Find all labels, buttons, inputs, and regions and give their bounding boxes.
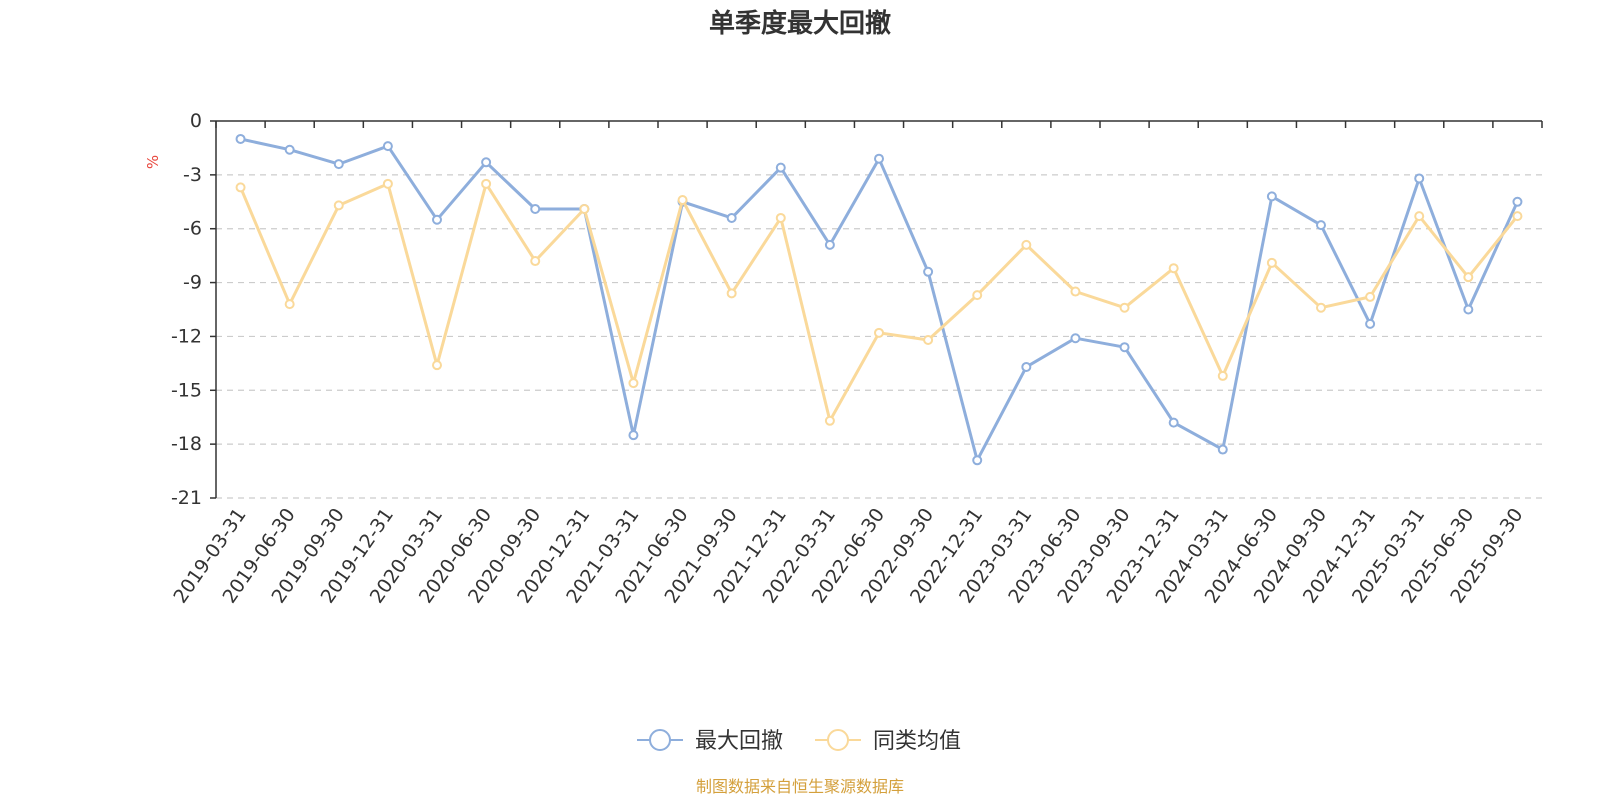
data-point[interactable]	[1168, 417, 1179, 428]
data-point[interactable]	[1119, 342, 1130, 353]
legend-item[interactable]: 最大回撤	[637, 729, 783, 754]
data-point[interactable]	[1266, 191, 1277, 202]
series-line	[240, 137, 1519, 462]
data-point[interactable]	[481, 157, 492, 168]
data-point[interactable]	[530, 203, 541, 214]
series-1	[235, 133, 1523, 466]
data-point[interactable]	[1463, 272, 1474, 283]
data-point[interactable]	[824, 415, 835, 426]
y-tick-label: 0	[190, 110, 202, 132]
data-point[interactable]	[923, 266, 934, 277]
data-point[interactable]	[726, 212, 737, 223]
y-tick-label: -3	[183, 164, 202, 186]
data-point[interactable]	[1021, 361, 1032, 372]
data-point[interactable]	[235, 133, 246, 144]
data-point[interactable]	[923, 335, 934, 346]
data-point[interactable]	[775, 212, 786, 223]
legend-marker	[827, 729, 849, 751]
legend-label: 最大回撤	[695, 729, 783, 754]
data-point[interactable]	[235, 182, 246, 193]
data-point[interactable]	[1365, 318, 1376, 329]
data-point[interactable]	[1217, 444, 1228, 455]
series-2	[235, 178, 1523, 426]
data-point[interactable]	[1217, 370, 1228, 381]
legend-label: 同类均值	[873, 729, 961, 754]
data-point[interactable]	[432, 360, 442, 371]
y-tick-label: -21	[171, 487, 202, 509]
y-tick-label: -15	[171, 379, 202, 401]
legend-marker	[649, 729, 671, 751]
data-point[interactable]	[1266, 257, 1277, 268]
data-point[interactable]	[1021, 239, 1032, 250]
y-tick-label: -6	[183, 218, 202, 240]
data-point[interactable]	[726, 288, 737, 299]
data-point[interactable]	[1512, 211, 1523, 222]
data-point[interactable]	[284, 144, 295, 155]
data-point[interactable]	[1168, 263, 1179, 274]
data-point[interactable]	[1119, 302, 1130, 313]
data-point[interactable]	[1365, 291, 1376, 302]
data-point[interactable]	[972, 455, 983, 466]
data-point[interactable]	[1512, 196, 1523, 207]
data-point[interactable]	[1316, 302, 1326, 313]
data-point[interactable]	[1070, 286, 1081, 297]
x-tick-labels: 2019-03-312019-06-302019-09-302019-12-31…	[169, 504, 1527, 607]
chart-title: 单季度最大回撤	[709, 8, 891, 39]
data-point[interactable]	[874, 327, 884, 338]
y-tick-label: -18	[171, 433, 202, 455]
data-point[interactable]	[481, 178, 492, 189]
data-point[interactable]	[579, 203, 590, 214]
y-tick-label: -12	[171, 325, 202, 347]
data-point[interactable]	[333, 159, 344, 170]
legend-item[interactable]: 同类均值	[815, 729, 961, 754]
y-tick-labels: 0 -3 -6 -9 -12 -15 -18 -21	[171, 110, 202, 509]
data-point[interactable]	[628, 430, 639, 441]
data-point[interactable]	[1414, 173, 1425, 184]
data-point[interactable]	[1414, 211, 1425, 222]
data-point[interactable]	[530, 256, 541, 267]
data-point[interactable]	[333, 200, 344, 211]
data-point[interactable]	[1316, 220, 1326, 231]
data-point[interactable]	[874, 153, 884, 164]
data-point[interactable]	[382, 178, 393, 189]
data-point[interactable]	[775, 162, 786, 173]
axes	[210, 120, 1543, 499]
data-source-note: 制图数据来自恒生聚源数据库	[696, 777, 904, 796]
data-point[interactable]	[1463, 304, 1474, 315]
data-point[interactable]	[284, 299, 295, 310]
y-tick-label: -9	[183, 272, 202, 294]
data-point[interactable]	[824, 239, 835, 250]
data-point[interactable]	[1070, 333, 1081, 344]
data-point[interactable]	[432, 214, 442, 225]
legend[interactable]: 最大回撤 同类均值	[637, 729, 961, 754]
data-point[interactable]	[628, 378, 639, 389]
data-point[interactable]	[382, 141, 393, 152]
y-axis-unit-label: %	[144, 155, 162, 169]
data-point[interactable]	[677, 194, 688, 205]
series-lines	[235, 133, 1523, 466]
grid-lines	[216, 174, 1542, 499]
data-point[interactable]	[972, 290, 983, 301]
